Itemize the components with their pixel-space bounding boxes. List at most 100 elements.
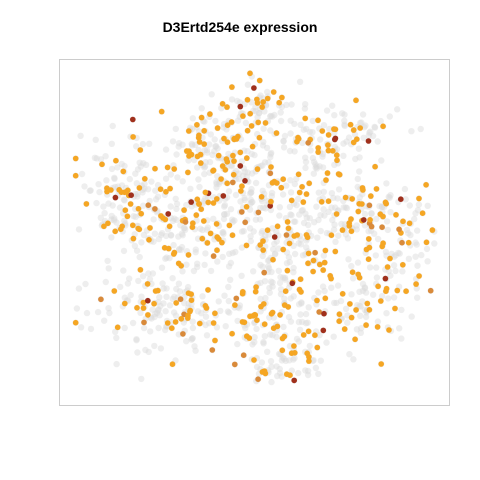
cell-point (140, 160, 147, 167)
cell-point (359, 280, 367, 288)
cell-point (96, 188, 103, 196)
cell-point (356, 302, 363, 310)
cell-point (314, 234, 321, 241)
cell-point (297, 236, 304, 243)
cell-point (319, 150, 327, 158)
expressing-cell-point (237, 163, 244, 169)
cell-point (269, 283, 276, 290)
cell-point (271, 111, 278, 119)
expressing-cell-point (342, 194, 349, 201)
cell-point (203, 226, 211, 233)
expressing-cell-point (239, 209, 245, 215)
cell-point (225, 283, 232, 291)
cell-point (221, 211, 228, 218)
cell-point (240, 227, 247, 235)
cell-point (105, 305, 112, 312)
cell-point (136, 253, 143, 261)
cell-point (100, 203, 107, 210)
cell-point (169, 275, 176, 282)
cell-point (357, 303, 364, 310)
expressing-cell-point (137, 147, 144, 153)
expressing-cell-point (218, 176, 224, 182)
cell-point (133, 247, 141, 254)
expressing-cell-point (332, 135, 339, 142)
cell-point (256, 216, 264, 223)
expressing-cell-point (250, 313, 256, 319)
cell-point (257, 204, 264, 212)
cell-point (194, 308, 202, 315)
cell-point (280, 137, 287, 145)
expressing-cell-point (279, 347, 286, 354)
expressing-cell-point (135, 206, 142, 212)
expressing-cell-point (328, 275, 334, 282)
expressing-cell-point (264, 227, 271, 233)
cell-point (335, 186, 343, 193)
cell-point (323, 339, 330, 346)
expressing-cell-point (231, 158, 237, 164)
expressing-cell-point (105, 220, 111, 227)
cell-point (356, 168, 363, 175)
cell-point (281, 274, 289, 282)
expressing-cell-point (427, 287, 434, 294)
cell-point (316, 331, 323, 339)
cell-point (276, 279, 284, 287)
cell-point (172, 195, 179, 202)
cell-point (142, 161, 150, 168)
cell-point (291, 180, 298, 188)
cell-point (205, 320, 213, 327)
cell-point (283, 260, 291, 267)
cell-point (113, 360, 120, 368)
cell-point (229, 216, 236, 223)
cell-point (361, 285, 369, 292)
cell-point (341, 111, 348, 118)
cell-point (312, 161, 319, 168)
cell-point (179, 178, 186, 185)
expressing-cell-point (294, 232, 301, 238)
cell-point (179, 141, 186, 148)
cell-point (352, 155, 359, 163)
expressing-cell-point (357, 125, 364, 131)
expressing-cell-point (214, 196, 220, 202)
expressing-cell-point (224, 104, 230, 110)
cell-point (332, 238, 339, 245)
cell-point (269, 279, 276, 286)
cell-point (300, 126, 307, 133)
cell-point (392, 252, 399, 259)
expressing-cell-point (194, 122, 200, 128)
cell-point (283, 101, 290, 109)
cell-point (204, 224, 211, 231)
cell-point (319, 283, 327, 290)
expressing-cell-point (310, 257, 317, 264)
cell-point (198, 105, 205, 112)
expressing-cell-point (173, 300, 179, 306)
cell-point (121, 324, 128, 332)
cell-point (179, 268, 186, 275)
expressing-cell-point (333, 211, 340, 217)
cell-point (231, 217, 238, 224)
cell-point (134, 349, 141, 356)
cell-point (341, 221, 348, 228)
cell-point (202, 321, 209, 329)
cell-point (264, 88, 271, 96)
cell-point (87, 187, 94, 194)
cell-point (162, 326, 169, 334)
expressing-cell-point (383, 288, 389, 295)
cell-point (248, 199, 255, 206)
cell-point (140, 231, 148, 239)
cell-point (341, 117, 348, 125)
cell-point (155, 235, 163, 243)
cell-point (175, 143, 182, 150)
cell-point (341, 122, 348, 130)
cell-point (224, 308, 232, 315)
cell-point (73, 305, 81, 312)
expressing-cell-point (201, 141, 207, 147)
cell-point (252, 216, 260, 223)
expressing-cell-point (363, 322, 369, 328)
expressing-cell-point (365, 138, 372, 144)
expressing-cell-point (247, 70, 253, 77)
cell-point (291, 148, 298, 155)
expressing-cell-point (314, 344, 321, 351)
expressing-cell-point (128, 192, 134, 198)
expressing-cell-point (269, 309, 276, 316)
cell-point (133, 143, 140, 150)
